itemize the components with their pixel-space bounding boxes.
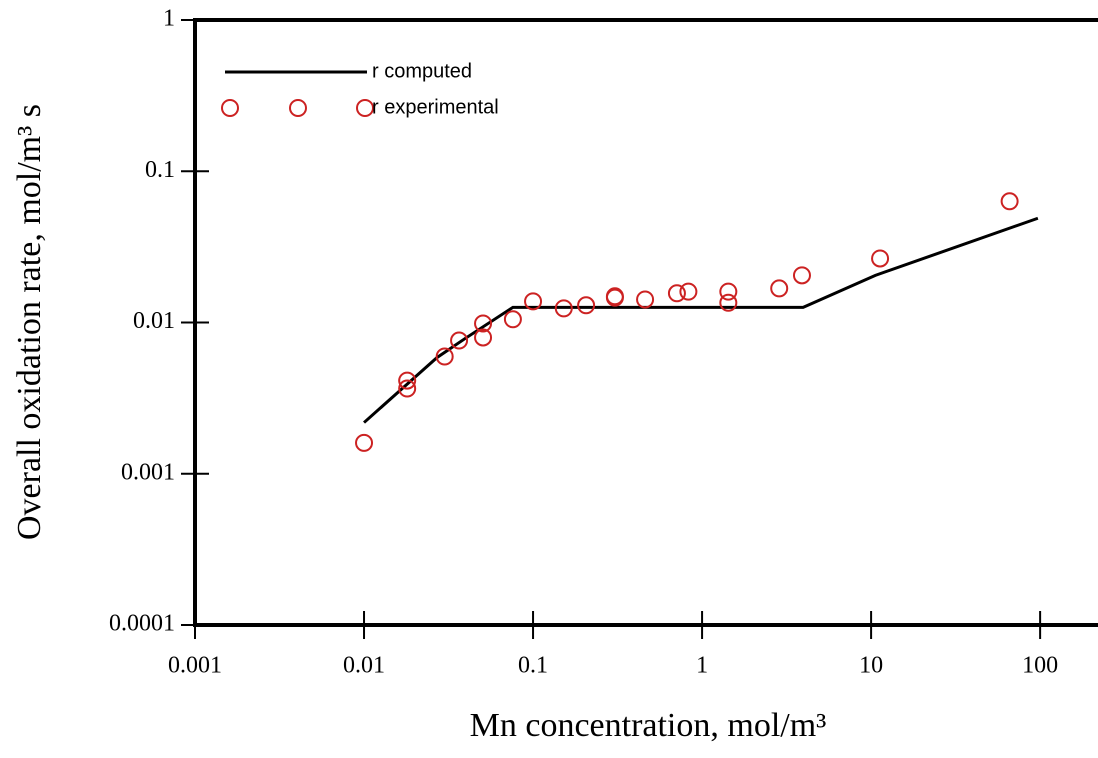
legend-marker bbox=[356, 99, 374, 117]
data-point bbox=[719, 293, 738, 312]
x-tick-label: 100 bbox=[1022, 653, 1058, 679]
data-point bbox=[554, 299, 573, 318]
data-point bbox=[474, 328, 493, 347]
data-point bbox=[1000, 192, 1019, 211]
data-point bbox=[524, 292, 543, 311]
legend-marker bbox=[289, 99, 307, 117]
y-tick-label: 1 bbox=[163, 6, 175, 32]
x-tick-label: 1 bbox=[696, 653, 708, 679]
data-point bbox=[636, 290, 655, 309]
data-point bbox=[355, 433, 374, 452]
data-point bbox=[792, 266, 811, 285]
legend-marker bbox=[221, 99, 239, 117]
data-point bbox=[577, 296, 596, 315]
x-axis-title: Mn concentration, mol/m³ bbox=[470, 707, 827, 744]
data-point bbox=[770, 279, 789, 298]
legend-label: r experimental bbox=[372, 96, 499, 118]
data-point bbox=[398, 371, 417, 390]
data-point bbox=[679, 282, 698, 301]
computed-line bbox=[363, 216, 1039, 424]
data-point bbox=[435, 347, 454, 366]
y-tick-label: 0.001 bbox=[121, 459, 175, 485]
data-point bbox=[871, 249, 890, 268]
data-point bbox=[667, 284, 686, 303]
data-point bbox=[719, 282, 738, 301]
data-point bbox=[503, 310, 522, 329]
y-tick-label: 0.0001 bbox=[109, 611, 175, 637]
y-tick-label: 0.01 bbox=[133, 308, 175, 334]
data-point bbox=[605, 288, 624, 307]
data-point bbox=[450, 331, 469, 350]
x-tick-label: 10 bbox=[859, 653, 883, 679]
data-point bbox=[398, 379, 417, 398]
x-tick-label: 0.01 bbox=[343, 653, 385, 679]
x-tick-label: 0.1 bbox=[518, 653, 548, 679]
y-axis-title: Overall oxidation rate, mol/m³ s bbox=[11, 104, 48, 540]
data-point bbox=[474, 314, 493, 333]
legend-label: r computed bbox=[372, 60, 472, 82]
x-tick-label: 0.001 bbox=[168, 653, 222, 679]
y-tick-label: 0.1 bbox=[145, 157, 175, 183]
